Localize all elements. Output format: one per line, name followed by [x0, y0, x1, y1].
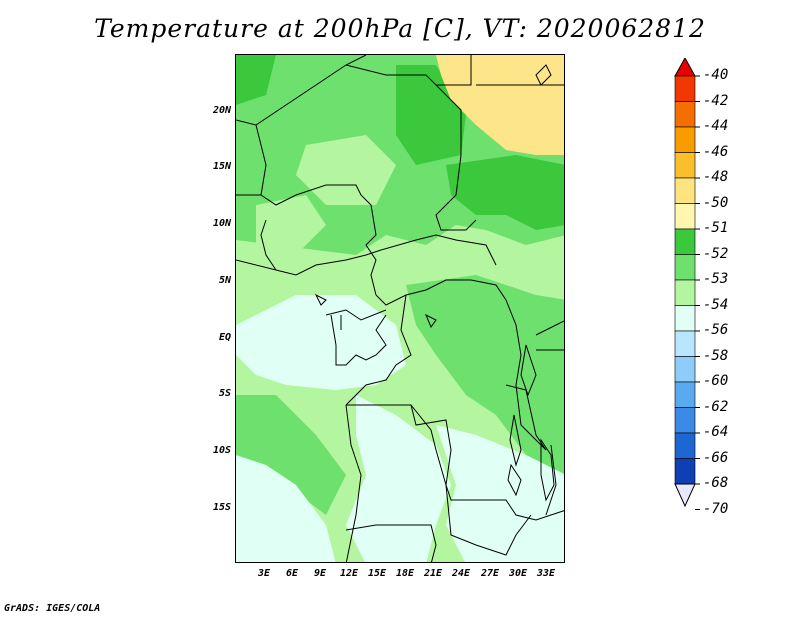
colorbar-box [674, 254, 696, 281]
border-line [236, 119, 362, 206]
colorbar-label: -52 [703, 245, 729, 262]
colorbar-label: -48 [703, 169, 729, 185]
colorbar-label: -70 [703, 500, 729, 517]
region-52-c [236, 55, 276, 105]
colorbar-label: -60 [703, 373, 729, 389]
colorbar-box [674, 458, 696, 485]
region-54-patch-a [296, 135, 396, 205]
lake-outline [509, 414, 522, 467]
region-56-angola [346, 395, 451, 562]
lon-label: 27E [480, 568, 500, 579]
colorbar-label: -44 [703, 118, 729, 134]
border-line [345, 294, 412, 406]
border-line [325, 309, 387, 321]
colorbar-label: -66 [703, 449, 729, 466]
lat-label: 10S [212, 445, 231, 456]
colorbar-box [674, 75, 696, 102]
lon-label: 30E [508, 568, 528, 579]
lat-label: 10N [212, 218, 231, 229]
border-line [380, 234, 497, 266]
lat-label: 5S [218, 388, 231, 399]
lake-outline [425, 313, 437, 329]
colorbar-arrow-top [674, 58, 696, 77]
lon-label: 6E [285, 568, 299, 579]
colorbar [674, 58, 700, 510]
colorbar-label: -56 [703, 322, 729, 338]
colorbar-label: -64 [703, 424, 729, 440]
region-52-b [446, 155, 564, 230]
colorbar-box [674, 305, 696, 332]
colorbar-box [674, 356, 696, 383]
region-56-southwest [236, 455, 336, 562]
region-53-central [406, 275, 564, 474]
lat-label: 15N [212, 161, 231, 172]
lake-outline [507, 463, 522, 497]
border-line [360, 194, 377, 296]
colorbar-box [674, 279, 696, 306]
lat-label: 5N [218, 275, 231, 286]
lake-outline [535, 64, 552, 86]
colorbar-box [674, 177, 696, 204]
colorbar-label: -50 [703, 194, 729, 211]
temperature-map [236, 55, 564, 562]
lon-label: 12E [339, 568, 359, 579]
lon-label: 18E [395, 568, 415, 579]
border-line [345, 404, 362, 562]
lat-label: 20N [212, 105, 231, 116]
lake-outline [540, 438, 555, 502]
lat-label: EQ [218, 332, 231, 343]
colorbar-label: -53 [703, 271, 729, 287]
border-line [436, 55, 472, 86]
border-line [345, 524, 437, 562]
colorbar-label: -51 [703, 220, 729, 236]
colorbar-box [674, 152, 696, 179]
map-title: Temperature at 200hPa [C], VT: 202006281… [94, 14, 706, 43]
lon-label: 21E [423, 568, 443, 579]
border-line [410, 404, 447, 486]
colorbar-arrow-bottom [674, 483, 696, 508]
lake-outlines [314, 64, 555, 502]
lon-label: 24E [451, 568, 471, 579]
lake-outline [314, 293, 327, 306]
colorbar-box [674, 228, 696, 255]
border-line [375, 279, 507, 306]
lake-outline [520, 344, 537, 397]
colorbar-box [674, 330, 696, 357]
colorbar-box [674, 203, 696, 230]
border-line [505, 299, 547, 451]
region-56-south [436, 425, 564, 562]
colorbar-box [674, 407, 696, 434]
region-51 [436, 55, 564, 155]
colorbar-box [674, 381, 696, 408]
colorbar-box [674, 432, 696, 459]
colorbar-label: -58 [703, 347, 729, 364]
lon-label: 9E [313, 568, 327, 579]
region-54-patch-b [256, 195, 326, 255]
lon-label: 3E [257, 568, 271, 579]
lat-label: 15S [212, 502, 231, 513]
border-line [445, 484, 532, 556]
colorbar-label: -46 [703, 143, 729, 160]
border-line [236, 249, 382, 276]
colorbar-label: -54 [703, 296, 729, 313]
colorbar-label: -62 [703, 398, 729, 415]
country-borders [236, 55, 564, 562]
colorbar-label: -42 [703, 92, 729, 109]
border-line [535, 320, 564, 336]
border-line [545, 444, 557, 516]
border-line [330, 314, 387, 366]
lon-label: 15E [367, 568, 387, 579]
colorbar-box [674, 101, 696, 128]
border-line [345, 64, 477, 231]
colorbar-boxes [674, 58, 700, 510]
border-line [260, 219, 277, 271]
colorbar-label: -68 [703, 475, 729, 491]
lon-label: 33E [536, 568, 556, 579]
map-panel [235, 54, 565, 563]
colorbar-label: -40 [703, 67, 729, 83]
colorbar-box [674, 126, 696, 153]
footer-credit: GrADS: IGES/COLA [4, 603, 101, 614]
